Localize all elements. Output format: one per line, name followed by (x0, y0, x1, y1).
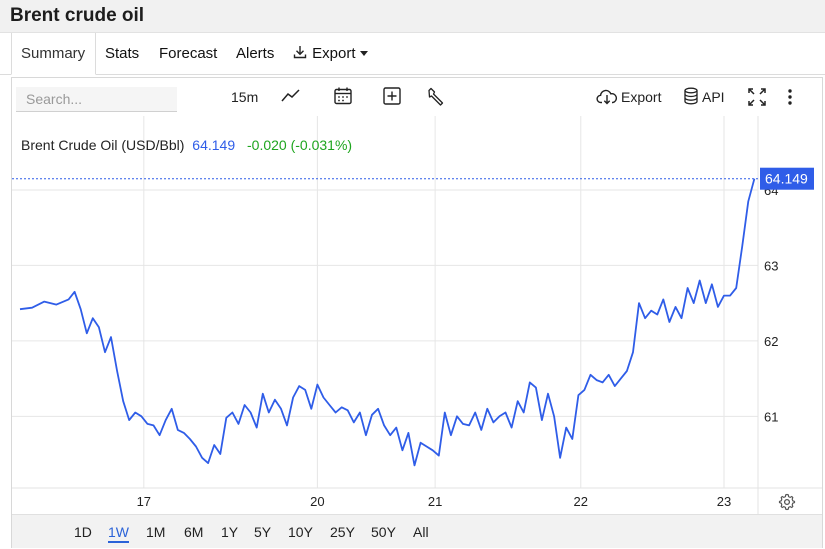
range-1y[interactable]: 1Y (221, 524, 239, 540)
x-tick-label: 22 (574, 494, 588, 509)
range-10y[interactable]: 10Y (288, 524, 313, 540)
interval-button[interactable]: 15m (231, 89, 259, 105)
tab-stats[interactable]: Stats (105, 33, 139, 74)
tab-alerts[interactable]: Alerts (236, 33, 274, 74)
tab-export[interactable]: Export (292, 33, 368, 74)
settings-gear-icon[interactable] (778, 493, 796, 511)
range-25y[interactable]: 25Y (330, 524, 355, 540)
page-title: Brent crude oil (10, 5, 145, 26)
legend-change: -0.020 (-0.031%) (247, 137, 352, 153)
export-button[interactable]: Export (621, 89, 662, 105)
chart-panel: 15m Export API (11, 77, 823, 548)
tab-label: Stats (105, 45, 140, 62)
line-chart-icon[interactable] (280, 87, 302, 105)
tab-label: Alerts (236, 45, 275, 62)
calendar-icon[interactable] (333, 86, 353, 106)
legend-title: Brent Crude Oil (USD/Bbl) 64.149 -0.020 … (21, 137, 352, 153)
x-tick-label: 20 (310, 494, 324, 509)
tab-summary[interactable]: Summary (11, 33, 96, 75)
last-price-tag: 64.149 (760, 167, 814, 190)
tab-label: Summary (21, 45, 86, 62)
kebab-menu-icon[interactable] (786, 87, 794, 107)
cloud-download-icon[interactable] (596, 88, 618, 105)
tab-bar: Summary Stats Forecast Alerts Export (0, 33, 825, 75)
database-icon[interactable] (683, 87, 699, 105)
y-tick-label: 63 (764, 258, 778, 273)
range-1w[interactable]: 1W (108, 524, 129, 543)
legend-series-name: Brent Crude Oil (USD/Bbl) (21, 137, 184, 153)
chevron-down-icon (359, 50, 368, 56)
y-tick-label: 62 (764, 334, 778, 349)
range-1m[interactable]: 1M (146, 524, 166, 540)
y-tick-label: 61 (764, 409, 778, 424)
tab-label: Forecast (159, 45, 218, 62)
range-1d[interactable]: 1D (74, 524, 92, 540)
range-5y[interactable]: 5Y (254, 524, 272, 540)
tab-label: Export (312, 45, 356, 62)
last-price-label: 64.149 (765, 171, 808, 187)
fullscreen-icon[interactable] (747, 87, 767, 107)
wrench-icon[interactable] (426, 87, 446, 107)
tab-forecast[interactable]: Forecast (159, 33, 217, 74)
x-tick-label: 23 (717, 494, 731, 509)
search-input[interactable] (16, 87, 177, 112)
x-tick-label: 21 (428, 494, 442, 509)
title-bar: Brent crude oil (0, 0, 825, 33)
range-all[interactable]: All (413, 524, 429, 540)
download-icon (293, 46, 307, 59)
chart-toolbar: 15m Export API (12, 78, 822, 116)
plus-square-icon[interactable] (382, 86, 402, 106)
price-series-line (19, 178, 756, 467)
x-tick-label: 17 (137, 494, 151, 509)
legend-price: 64.149 (192, 137, 235, 153)
range-6m[interactable]: 6M (184, 524, 204, 540)
time-range-bar: 1D 1W 1M 6M 1Y 5Y 10Y 25Y 50Y All (12, 514, 822, 548)
range-50y[interactable]: 50Y (371, 524, 396, 540)
api-button[interactable]: API (702, 89, 725, 105)
